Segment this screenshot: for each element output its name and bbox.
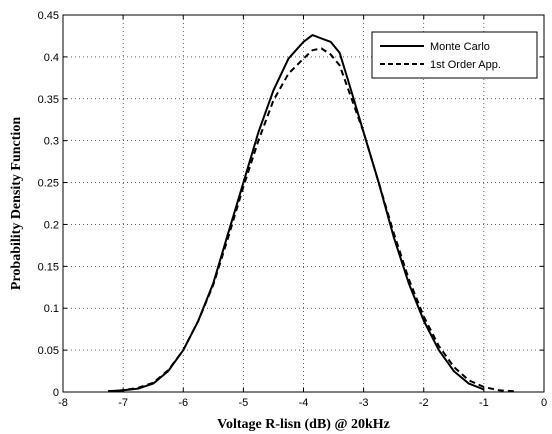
y-tick-label: 0.15 bbox=[38, 261, 59, 273]
x-tick-label: -3 bbox=[359, 397, 369, 409]
x-tick-label: -4 bbox=[299, 397, 309, 409]
x-axis-label: Voltage R-lisn (dB) @ 20kHz bbox=[217, 417, 390, 432]
y-tick-label: 0.3 bbox=[44, 136, 59, 148]
series-line-first-order-approximation bbox=[108, 47, 514, 393]
grid-lines bbox=[63, 15, 544, 392]
legend: Monte Carlo 1st Order App. bbox=[371, 31, 538, 79]
x-tick-label: 0 bbox=[541, 397, 547, 409]
y-tick-label: 0.45 bbox=[38, 10, 59, 22]
x-tick-label: -7 bbox=[118, 397, 128, 409]
x-tick-label: -2 bbox=[419, 397, 429, 409]
axis-ticks: -8 -7 -6 -5 -4 -3 -2 -1 0 0 0.05 0.1 0.15 0.2 0.25 0.3 0… bbox=[38, 10, 547, 409]
x-tick-label: -8 bbox=[58, 397, 68, 409]
y-tick-label: 0.25 bbox=[38, 178, 59, 190]
legend-label-monte-carlo: Monte Carlo bbox=[430, 41, 490, 53]
x-tick-label: -5 bbox=[238, 397, 248, 409]
y-tick-label: 0.05 bbox=[38, 345, 59, 357]
y-tick-label: 0.4 bbox=[44, 52, 59, 64]
x-tick-label: -1 bbox=[479, 397, 489, 409]
y-tick-label: 0.35 bbox=[38, 94, 59, 106]
y-tick-label: 0 bbox=[53, 387, 59, 399]
y-axis-label: Probability Density Function bbox=[9, 117, 24, 290]
series-line-monte-carlo bbox=[108, 34, 485, 393]
x-tick-label: -6 bbox=[178, 397, 188, 409]
series-lines bbox=[108, 34, 514, 393]
y-tick-label: 0.2 bbox=[44, 219, 59, 231]
legend-box bbox=[371, 31, 538, 79]
legend-label-first-order: 1st Order App. bbox=[430, 59, 501, 71]
y-tick-label: 0.1 bbox=[44, 303, 59, 315]
